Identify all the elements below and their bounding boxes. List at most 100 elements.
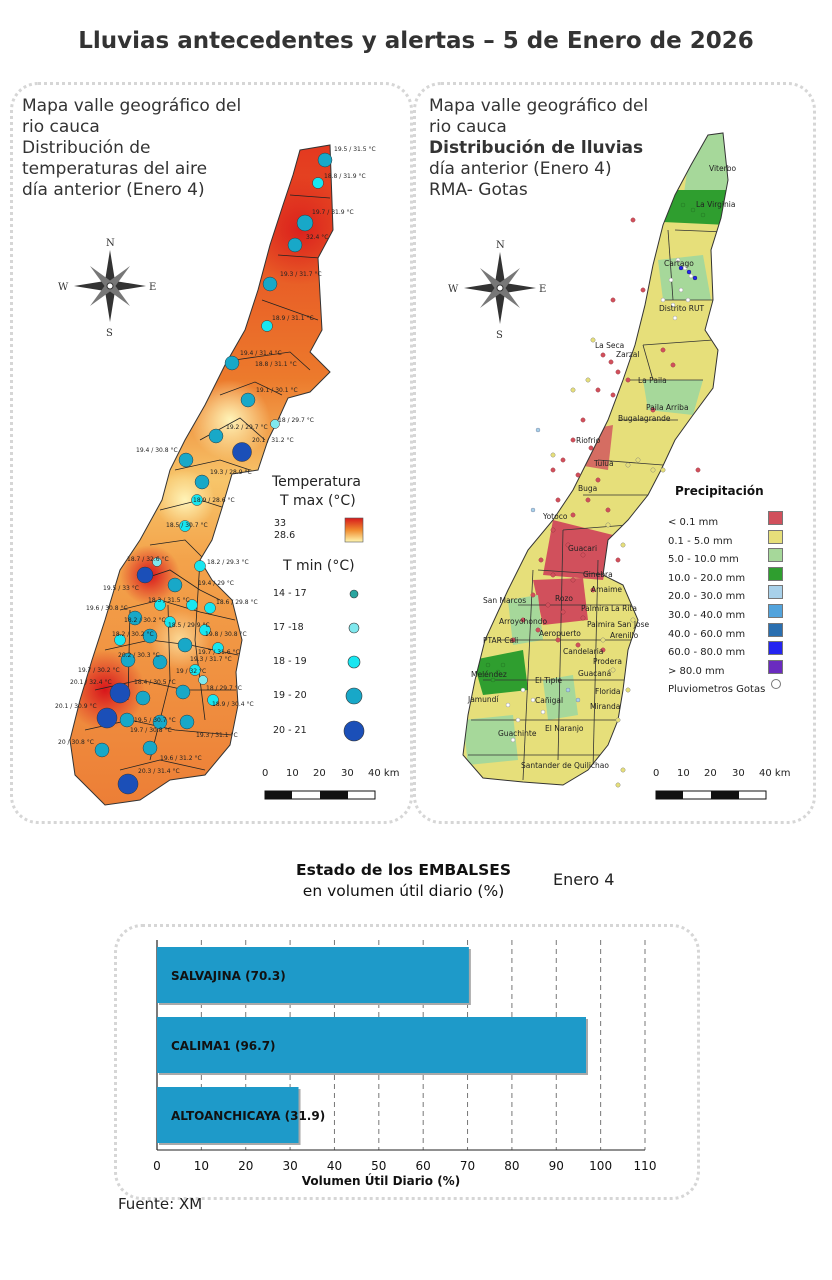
station-label: 19.6 / 31.2 °C: [160, 755, 202, 762]
tmax-gradient-swatch: [344, 517, 364, 543]
x-tick-label: 30: [282, 1159, 297, 1173]
station-label: 18.7 / 32.6 °C: [127, 556, 169, 563]
town-label: La Virginia: [696, 200, 735, 209]
station-label: 19.2 / 29.7 °C: [226, 424, 268, 431]
precip-class-label: 40.0 - 60.0 mm: [668, 628, 746, 640]
town-label: Paila Arriba: [646, 403, 689, 412]
temperature-map-description: Mapa valle geográfico del rio cauca Dist…: [22, 96, 241, 201]
station-label: 19.4 / 30.8 °C: [136, 447, 178, 454]
station-label: 19 / 32 °C: [176, 668, 206, 675]
precip-legend-row: 40.0 - 60.0 mm: [668, 622, 798, 641]
compass-n: N: [106, 238, 115, 249]
station-label: 18.8 / 31.1 °C: [255, 361, 297, 368]
x-tick-label: 60: [416, 1159, 431, 1173]
reservoir-chart-panel: [114, 924, 700, 1200]
town-label: Meléndez: [471, 670, 507, 679]
station-label: 19.8 / 30.8 °C: [205, 631, 247, 638]
reservoirs-heading-sub: en volumen útil diario (%): [302, 882, 505, 900]
desc-line: Distribución de: [22, 138, 151, 158]
x-tick-label: 110: [634, 1159, 657, 1173]
town-label: Arenillo: [610, 631, 639, 640]
precip-class-swatch: [768, 603, 783, 618]
gauge-symbol-icon: [771, 679, 781, 690]
scale-label: 30: [341, 768, 354, 779]
scale-label: 10: [286, 768, 299, 779]
tmin-legend-symbols: [343, 589, 365, 742]
desc-line: Mapa valle geográfico del: [22, 96, 242, 116]
town-label: El Naranjo: [545, 724, 584, 733]
station-label: 19.6 / 30.8 °C: [86, 605, 128, 612]
town-label: Santander de Quilichao: [521, 761, 609, 770]
precip-class-swatch: [768, 641, 783, 656]
rainfall-map: Viterbo La Virginia Cartago Distrito RUT…: [448, 132, 767, 800]
reservoirs-heading: Estado de los EMBALSES en volumen útil d…: [296, 860, 511, 902]
station-label: 19.4 / 31.4 °C: [240, 350, 282, 357]
scale-label: 20: [704, 768, 717, 779]
town-label: Aeropuerto: [539, 629, 581, 638]
temperature-map: 19.5 / 31.5 °C 18.8 / 31.9 °C 19.7 / 31.…: [55, 144, 376, 806]
precip-legend-row: Pluviometros Gotas: [668, 677, 798, 696]
precip-class-swatch: [768, 511, 783, 525]
x-tick-label: 100: [589, 1159, 612, 1173]
precip-legend: < 0.1 mm 0.1 - 5.0 mm 5.0 - 10.0 mm 10.0…: [668, 510, 798, 696]
station-label: 20 / 30.8 °C: [58, 739, 94, 746]
tmin-class-label: 14 - 17: [273, 588, 307, 599]
station-label: 20.1 / 32.4 °C: [70, 679, 112, 686]
town-label: Bugalagrande: [618, 414, 671, 423]
x-tick-label: 50: [371, 1159, 386, 1173]
x-tick-label: 70: [460, 1159, 475, 1173]
town-label: Arroyohondo: [499, 617, 547, 626]
compass-n: N: [496, 240, 505, 251]
reservoirs-date: Enero 4: [553, 870, 615, 889]
town-label: Palmira: [581, 604, 609, 613]
town-label: Cartago: [664, 259, 694, 268]
compass-e: E: [539, 284, 546, 295]
desc-line: RMA- Gotas: [429, 180, 528, 200]
x-tick-label: 40: [327, 1159, 342, 1173]
scale-label: 40 km: [759, 768, 791, 779]
bar-label: ALTOANCHICAYA (31.9): [171, 1109, 325, 1123]
compass-w: W: [58, 282, 69, 293]
desc-line: día anterior (Enero 4): [22, 180, 205, 200]
town-label: Viterbo: [709, 164, 736, 173]
station-label: 19.5 / 33 °C: [103, 585, 139, 592]
desc-line-bold: Distribución de lluvias: [429, 138, 644, 158]
gauges-legend-label: Pluviometros Gotas: [668, 684, 766, 696]
town-label: Miranda: [590, 702, 620, 711]
station-label: 18.9 / 28.6 °C: [193, 497, 235, 504]
station-label: 20.1 / 31.2 °C: [252, 437, 294, 444]
station-label: 20.1 / 30.9 °C: [55, 703, 97, 710]
station-label: 18.4 / 30.5 °C: [134, 679, 176, 686]
town-label: Rozo: [555, 594, 573, 603]
precip-legend-row: 30.0 - 40.0 mm: [668, 603, 798, 622]
station-label: 18.2 / 30.2 °C: [124, 617, 166, 624]
temperature-map-panel: [10, 82, 413, 824]
town-label: Jamundí: [467, 695, 499, 704]
scale-label: 20: [313, 768, 326, 779]
desc-line: rio cauca: [429, 117, 507, 137]
station-label: 18 / 29.7 °C: [206, 685, 242, 692]
bar-label: CALIMA1 (96.7): [171, 1039, 276, 1053]
precip-legend-row: 10.0 - 20.0 mm: [668, 566, 798, 585]
town-label: Ginebra: [583, 570, 613, 579]
station-label: 19.3 / 28.9 °C: [210, 469, 252, 476]
station-label: 32.4 °C: [306, 234, 328, 241]
station-label: 18.5 / 29.9 °C: [168, 622, 210, 629]
precip-class-swatch: [768, 622, 783, 637]
tmin-class-label: 19 - 20: [273, 690, 307, 701]
town-label: Cañigal: [535, 696, 563, 705]
precip-legend-title: Precipitación: [675, 484, 764, 498]
source-note: Fuente: XM: [118, 1195, 203, 1213]
tmin-class-label: 18 - 19: [273, 656, 307, 667]
town-label: Yotoco: [542, 512, 568, 521]
station-label: 19.3 / 31.7 °C: [280, 271, 322, 278]
desc-line: temperaturas del aire: [22, 159, 208, 179]
reservoirs-heading-bold: Estado de los EMBALSES: [296, 861, 512, 879]
x-axis-title: Volumen Útil Diario (%): [302, 1173, 460, 1188]
precip-class-label: 20.0 - 30.0 mm: [668, 591, 746, 603]
station-label: 19.7 / 31.6 °C: [198, 649, 240, 656]
town-labels: Viterbo La Virginia Cartago Distrito RUT…: [467, 164, 736, 770]
town-label: La Seca: [595, 341, 624, 350]
station-label: 19.4 / 29 °C: [198, 580, 234, 587]
tmax-low-label: 28.6: [274, 530, 296, 541]
